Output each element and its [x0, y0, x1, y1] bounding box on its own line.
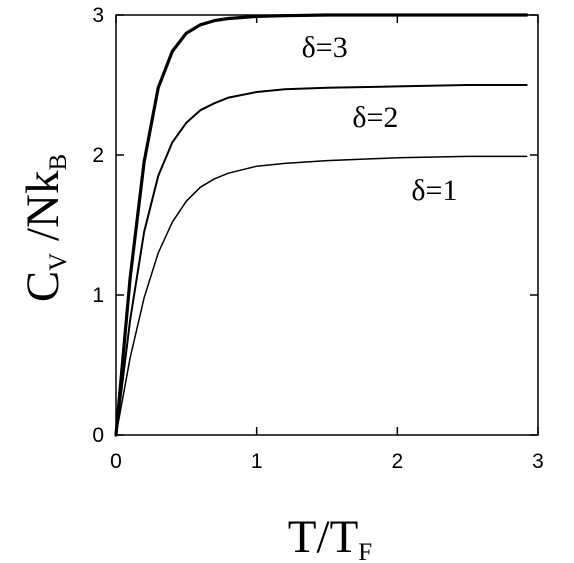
- series-line-delta-1: [115, 155, 528, 436]
- series-line-delta-2: [115, 84, 528, 436]
- curve-label-delta-3: δ=1: [411, 174, 457, 207]
- y-axis-label: CV /NkB: [17, 154, 72, 302]
- tick-labels: 0 1 2 3 0 1 2 3: [92, 4, 544, 473]
- y-tick-label: 3: [92, 4, 104, 27]
- plot-frame: [115, 14, 539, 436]
- plot-border: [115, 14, 539, 436]
- x-tick-label: 1: [251, 450, 263, 473]
- y-axis-label-nk: /Nk: [17, 170, 69, 253]
- x-tick-label: 3: [532, 450, 544, 473]
- x-tick-label: 0: [110, 450, 122, 473]
- curve-labels: δ=3 δ=2 δ=1: [302, 31, 458, 207]
- y-tick-label: 1: [92, 284, 104, 307]
- x-axis-label: T/TF: [288, 511, 372, 563]
- series: [114, 13, 529, 437]
- curve-label-delta-2: δ=2: [352, 101, 398, 134]
- y-tick-label: 2: [92, 144, 104, 167]
- x-tick-label: 2: [391, 450, 403, 473]
- y-axis-label-sub-b: B: [45, 154, 72, 171]
- y-tick-label: 0: [92, 424, 104, 447]
- y-axis-label-sub-v: V: [45, 253, 72, 271]
- curve-label-delta-1: δ=3: [302, 31, 348, 64]
- y-axis-label-c: C: [17, 271, 69, 302]
- x-axis-label-sub: F: [358, 539, 372, 563]
- series-line-delta-3: [114, 13, 529, 437]
- x-axis-label-main: T/T: [288, 511, 358, 563]
- ticks: [115, 14, 539, 436]
